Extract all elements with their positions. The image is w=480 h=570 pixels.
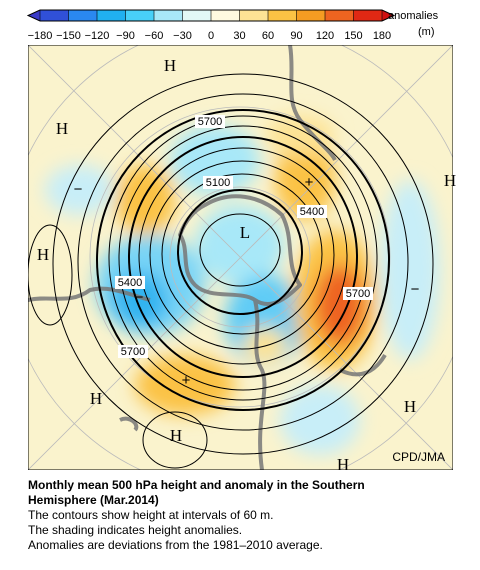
contour-labels: 5700 5100 5400 5400 5700 5700	[115, 115, 373, 358]
colorbar-tick-label: 0	[208, 30, 214, 42]
anomaly-signs: − + − − +	[74, 174, 420, 389]
center-label: H	[37, 245, 49, 264]
colorbar-segment	[211, 10, 240, 21]
colorbar-segment	[97, 10, 126, 21]
colorbar: −180 −150 −120 −90 −60 −30 0 30 60 90 120 150 180	[26, 9, 396, 42]
colorbar-segment	[125, 10, 155, 21]
credit: CPD/JMA	[392, 450, 445, 464]
contour-label: 5400	[118, 277, 142, 289]
colorbar-tick-label: 60	[262, 30, 274, 42]
contour-label: 5400	[300, 206, 324, 218]
contour-label: 5100	[206, 177, 230, 189]
anomaly-sign: +	[182, 372, 191, 389]
center-label: H	[90, 389, 102, 408]
colorbar-high-arrow	[382, 10, 394, 21]
colorbar-tick-label: 120	[316, 30, 334, 42]
contour-label: 5700	[346, 288, 370, 300]
anomaly-sign: −	[74, 181, 83, 198]
colorbar-segment	[296, 10, 326, 21]
center-label: H	[337, 455, 349, 474]
colorbar-tick-label: −120	[85, 30, 110, 42]
caption-note: The contours show height at intervals of…	[28, 508, 274, 522]
colorbar-label: anomalies	[388, 10, 439, 22]
colorbar-tick-label: 150	[344, 30, 362, 42]
anomaly-sign: −	[411, 281, 420, 298]
colorbar-low-arrow	[28, 10, 40, 21]
contour-label: 5700	[198, 116, 222, 128]
colorbar-tick-label: −30	[173, 30, 192, 42]
colorbar-segment	[268, 10, 297, 21]
center-label: H	[164, 56, 176, 75]
map	[28, 45, 453, 470]
colorbar-segment	[154, 10, 183, 21]
colorbar-segment	[325, 10, 354, 21]
anomaly-shading	[45, 115, 440, 455]
center-label: H	[404, 397, 416, 416]
pressure-centers: H H H H L H H H H	[37, 56, 456, 474]
center-label: H	[56, 119, 68, 138]
height-contours	[28, 73, 434, 469]
colorbar-tick-label: −90	[116, 30, 135, 42]
graticule	[28, 45, 453, 470]
center-label: H	[170, 426, 182, 445]
colorbar-segment	[353, 10, 383, 21]
caption-title: Monthly mean 500 hPa height and anomaly …	[28, 478, 365, 492]
contour-label: 5700	[121, 346, 145, 358]
map-figure: −180 −150 −120 −90 −60 −30 0 30 60 90 120 150 180 an…	[26, 9, 456, 474]
caption-note: Anomalies are deviations from the 1981–2…	[28, 538, 323, 552]
colorbar-segment	[182, 10, 212, 21]
center-label: L	[240, 223, 250, 242]
colorbar-tick-label: 30	[233, 30, 245, 42]
center-label: H	[444, 171, 456, 190]
caption: Monthly mean 500 hPa height and anomaly …	[28, 478, 468, 553]
colorbar-segment	[68, 10, 98, 21]
colorbar-segment	[40, 10, 69, 21]
caption-title: Hemisphere (Mar.2014)	[28, 493, 159, 507]
colorbar-tick-label: 90	[290, 30, 302, 42]
colorbar-segment	[239, 10, 269, 21]
anomaly-sign: +	[305, 174, 314, 191]
colorbar-tick-label: 180	[373, 30, 391, 42]
colorbar-unit: (m)	[418, 26, 435, 38]
colorbar-tick-label: −150	[56, 30, 81, 42]
caption-note: The shading indicates height anomalies.	[28, 523, 243, 537]
anomaly-sign: −	[135, 289, 144, 306]
colorbar-tick-label: −60	[145, 30, 164, 42]
colorbar-tick-label: −180	[28, 30, 53, 42]
